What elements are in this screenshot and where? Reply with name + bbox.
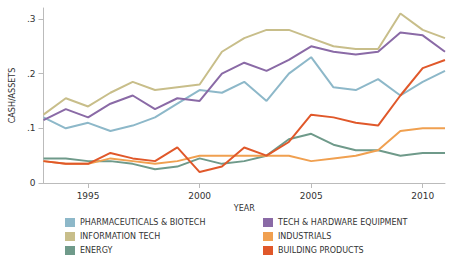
svg-text:ENERGY: ENERGY [80, 246, 112, 255]
svg-text:2005: 2005 [300, 191, 323, 201]
svg-text:PHARMACEUTICALS & BIOTECH: PHARMACEUTICALS & BIOTECH [80, 218, 205, 227]
svg-text:CASH/ASSETS: CASH/ASSETS [8, 68, 17, 124]
svg-text:.1: .1 [27, 123, 36, 133]
svg-text:.3: .3 [27, 14, 36, 24]
svg-text:2010: 2010 [411, 191, 434, 201]
svg-text:INFORMATION TECH: INFORMATION TECH [80, 232, 160, 241]
svg-text:TECH & HARDWARE EQUIPMENT: TECH & HARDWARE EQUIPMENT [277, 218, 408, 227]
svg-text:0: 0 [30, 178, 36, 188]
svg-text:INDUSTRIALS: INDUSTRIALS [278, 232, 331, 241]
svg-text:1995: 1995 [77, 191, 100, 201]
svg-text:YEAR: YEAR [233, 204, 255, 213]
svg-text:2000: 2000 [188, 191, 211, 201]
svg-text:.2: .2 [27, 69, 36, 79]
svg-text:BUILDING PRODUCTS: BUILDING PRODUCTS [278, 246, 364, 255]
